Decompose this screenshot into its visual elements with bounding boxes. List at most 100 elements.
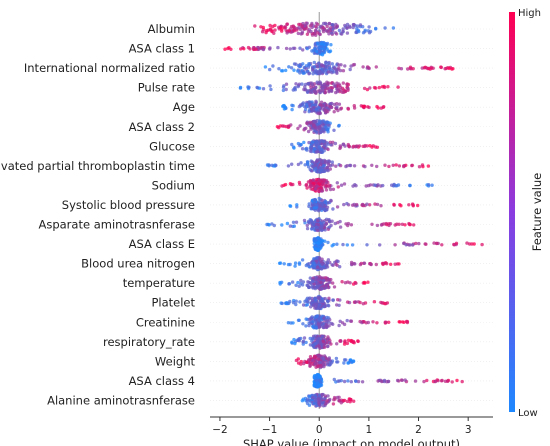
shap-point (314, 302, 319, 306)
shap-point (429, 66, 434, 70)
shap-point (368, 144, 372, 148)
shap-point (373, 183, 377, 187)
shap-point (287, 28, 291, 33)
shap-point (402, 164, 406, 168)
shap-point (306, 30, 311, 34)
shap-point (341, 242, 345, 247)
shap-point (315, 65, 320, 69)
shap-point (310, 23, 314, 27)
shap-point (323, 200, 327, 205)
shap-point (282, 84, 286, 88)
shap-point (373, 202, 377, 206)
shap-point (374, 27, 378, 31)
feature-label: Sodium (152, 178, 195, 192)
shap-point (313, 355, 317, 359)
shap-point (432, 241, 436, 245)
shap-point (343, 64, 347, 68)
shap-point (324, 278, 329, 282)
shap-point (280, 29, 284, 33)
shap-point (294, 82, 298, 86)
shap-point (407, 243, 411, 247)
shap-point (305, 303, 309, 307)
shap-point (335, 89, 340, 94)
shap-point (311, 124, 316, 128)
shap-point (465, 241, 469, 245)
shap-point (374, 262, 378, 267)
shap-point (265, 163, 270, 167)
shap-point (290, 162, 294, 166)
shap-point (314, 326, 319, 330)
shap-point (326, 120, 330, 125)
shap-point (344, 164, 348, 169)
shap-point (407, 203, 411, 207)
shap-point (348, 281, 352, 285)
shap-point (372, 85, 377, 90)
shap-point (323, 304, 328, 308)
shap-point (383, 26, 387, 30)
shap-point (286, 321, 291, 325)
shap-point (316, 285, 320, 289)
shap-point (331, 298, 335, 302)
shap-point (312, 147, 317, 151)
shap-point (309, 218, 313, 223)
shap-point (299, 359, 303, 364)
shap-point (335, 181, 339, 185)
shap-point (324, 263, 329, 268)
shap-point (331, 263, 335, 267)
shap-point (342, 361, 346, 365)
shap-point (296, 357, 300, 361)
shap-point (417, 241, 421, 246)
shap-point (334, 164, 338, 168)
shap-point (319, 224, 323, 228)
shap-point (356, 24, 360, 28)
x-tick-label: 2 (415, 424, 422, 436)
shap-point (238, 86, 243, 90)
shap-point (324, 356, 328, 361)
shap-point (322, 343, 326, 348)
shap-point (315, 159, 319, 164)
shap-point (325, 24, 329, 29)
shap-point (296, 126, 300, 131)
shap-point (338, 265, 342, 269)
shap-point (406, 67, 410, 71)
shap-point (325, 260, 329, 264)
shap-point (312, 60, 316, 65)
shap-point (313, 198, 317, 202)
x-tick-label: −1 (262, 424, 277, 436)
shap-point (369, 262, 373, 267)
shap-point (341, 81, 345, 85)
shap-point (348, 67, 352, 72)
shap-point (291, 88, 295, 92)
shap-point (392, 202, 396, 207)
shap-point (393, 243, 397, 247)
shap-point (375, 223, 380, 228)
shap-point (323, 204, 327, 208)
shap-point (299, 161, 303, 165)
shap-point (246, 45, 251, 50)
shap-point (321, 123, 325, 127)
shap-point (306, 219, 311, 224)
shap-point (395, 378, 400, 383)
shap-point (375, 145, 380, 149)
shap-point (389, 262, 393, 266)
shap-point (227, 46, 231, 50)
shap-point (342, 398, 347, 403)
shap-point (308, 343, 313, 347)
shap-point (316, 281, 320, 286)
shap-point (259, 25, 263, 29)
shap-point (318, 32, 322, 37)
shap-point (399, 204, 403, 208)
shap-point (317, 378, 321, 382)
shap-point (306, 280, 310, 284)
shap-point (307, 204, 311, 209)
shap-point (318, 166, 323, 170)
shap-point (293, 264, 297, 268)
shap-point (330, 160, 334, 164)
shap-point (387, 320, 391, 324)
shap-point (391, 163, 395, 167)
shap-point (319, 150, 323, 154)
shap-point (368, 203, 372, 207)
shap-point (349, 358, 353, 362)
shap-point (361, 65, 365, 69)
shap-point (327, 163, 331, 167)
